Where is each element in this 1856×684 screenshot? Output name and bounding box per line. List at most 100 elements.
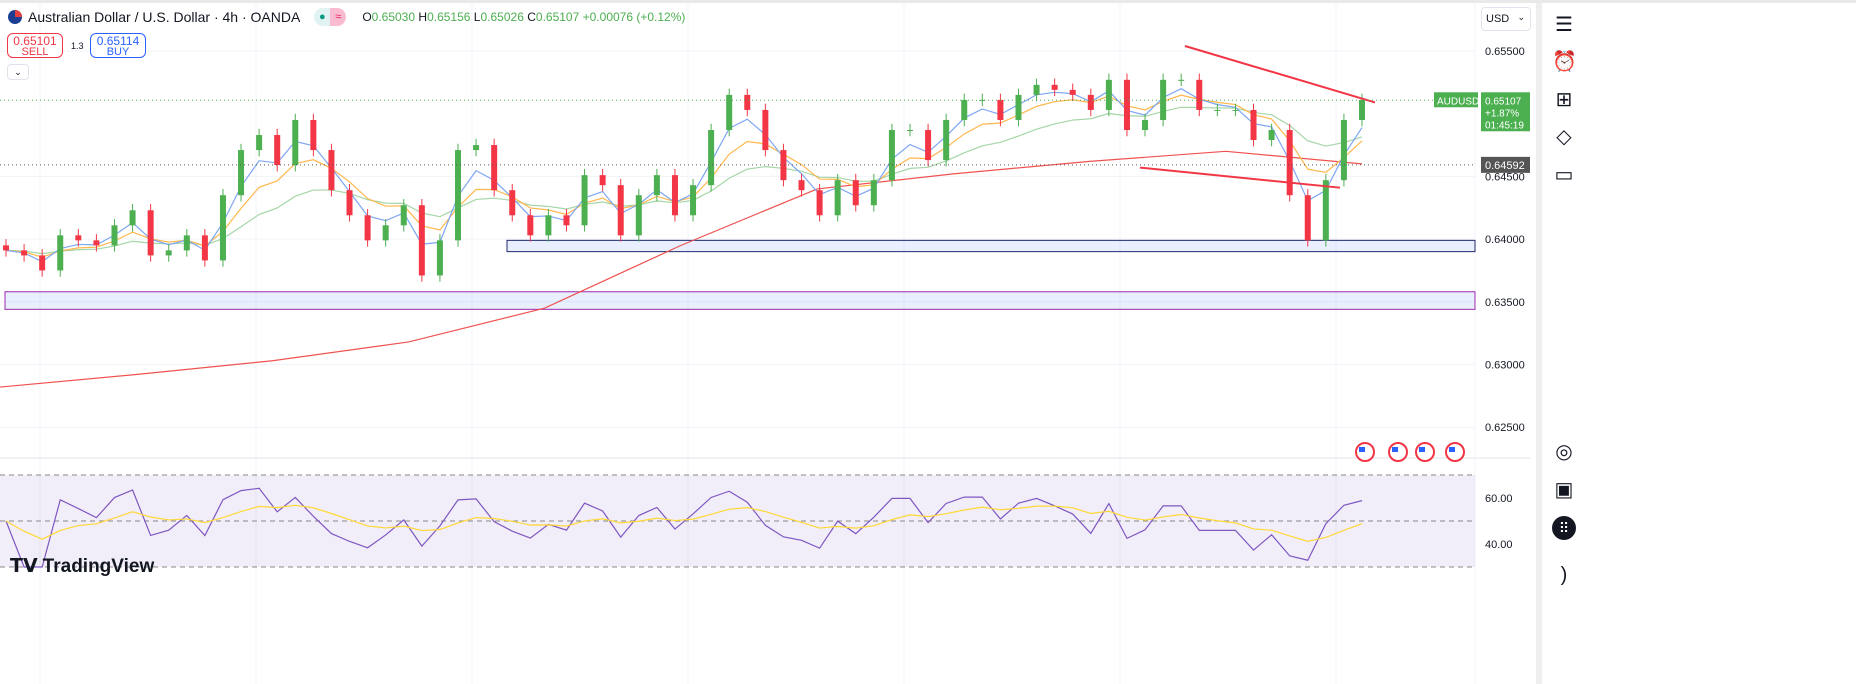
candle-body: [346, 190, 353, 216]
us-flag-canton: [1449, 447, 1455, 452]
candle-body: [183, 235, 190, 251]
calendar-icon[interactable]: ▣: [1554, 479, 1574, 501]
upper-trendline: [1184, 45, 1376, 104]
candle-body: [473, 145, 480, 151]
candle-body: [943, 119, 950, 161]
price-axis-tick: 0.62500: [1485, 422, 1525, 434]
candle-body: [165, 250, 172, 256]
top-border: [0, 0, 1856, 3]
tradingview-logo-icon: 𝗧𝗩: [10, 556, 38, 577]
last-price-label: AUDUSD 0.65107+1.87%01:45:19: [1434, 92, 1530, 132]
candle-body: [1286, 130, 1293, 196]
apps-grid-icon[interactable]: ⠿: [1552, 516, 1576, 540]
us-flag-canton: [1419, 447, 1425, 452]
data-delay-icon: ≈: [330, 8, 347, 26]
candle-body: [509, 190, 516, 216]
candle-body: [617, 185, 624, 236]
candle-body: [852, 180, 859, 206]
candle-body: [1069, 89, 1076, 95]
price-tag-countdown: 01:45:19: [1485, 120, 1524, 131]
right-sidebar: ☰ ⏰ ⊞ ◇ ▭ ◎ ▣ ⠿ ): [1536, 3, 1856, 684]
candle-body: [1015, 94, 1022, 120]
candle-body: [274, 135, 281, 166]
candle-body: [57, 235, 64, 271]
candle-body: [635, 195, 642, 236]
price-axis-tick: 0.64500: [1485, 171, 1525, 183]
candle-body: [1322, 180, 1329, 241]
candle-body: [888, 130, 895, 181]
candle-body: [1160, 79, 1167, 120]
candle-body: [129, 210, 136, 226]
candle-body: [21, 250, 28, 256]
candle-body: [925, 130, 932, 161]
candle-body: [147, 210, 154, 256]
target-icon[interactable]: ◎: [1555, 441, 1573, 463]
candle-body: [816, 190, 823, 216]
ma-fast-line: [5, 87, 1363, 263]
candle-body: [328, 150, 335, 191]
chat-icon[interactable]: ▭: [1554, 164, 1574, 186]
candle-body: [310, 119, 317, 151]
candle-body: [744, 94, 751, 110]
candle-body: [1359, 99, 1365, 120]
candle-body: [690, 185, 697, 216]
price-tag: [1481, 92, 1530, 132]
ma-long-line: [0, 150, 1363, 388]
candle-body: [491, 145, 498, 191]
us-flag-canton: [1392, 447, 1398, 452]
tradingview-logo[interactable]: 𝗧𝗩 TradingView: [10, 555, 155, 578]
ma-mid-line: [5, 94, 1363, 258]
price-tag-change: +1.87%: [1485, 108, 1519, 119]
candle-body: [1123, 79, 1130, 131]
candle-body: [1033, 84, 1040, 95]
watchlist-icon[interactable]: ☰: [1555, 14, 1573, 36]
candle-body: [997, 99, 1004, 120]
candle-body: [961, 99, 968, 120]
rsi-axis-tick: 60.00: [1485, 493, 1513, 505]
candle-body: [1214, 109, 1221, 111]
candle-body: [3, 245, 9, 251]
candle-body: [671, 175, 678, 216]
candle-body: [418, 205, 425, 276]
candle-body: [238, 150, 245, 196]
candle-body: [75, 235, 82, 241]
support-zone: [4, 291, 1476, 310]
price-tag-price: 0.65107: [1485, 96, 1522, 107]
candle-body: [219, 195, 226, 261]
candle-body: [436, 240, 443, 276]
ma-slow-line: [5, 106, 1363, 255]
currency-select[interactable]: USD ⌄: [1481, 7, 1531, 31]
candle-body: [400, 205, 407, 226]
add-object-tree-icon[interactable]: ⊞: [1555, 89, 1573, 111]
candle-body: [1268, 130, 1275, 141]
price-axis-tick: 0.64000: [1485, 234, 1525, 246]
market-open-icon: ●: [314, 8, 331, 26]
candle-body: [1304, 195, 1311, 241]
candle-body: [780, 150, 787, 181]
rsi-axis-tick: 40.00: [1485, 539, 1513, 551]
legend-header: Australian Dollar / U.S. Dollar · 4h · O…: [8, 8, 685, 26]
chevron-down-icon: ⌄: [1517, 12, 1525, 22]
status-pill[interactable]: ● ≈: [314, 8, 347, 26]
candle-body: [581, 175, 588, 226]
candle-body: [111, 225, 118, 246]
candle-body: [1250, 109, 1257, 141]
collapse-legend-button[interactable]: ⌄: [7, 64, 29, 80]
ref-price-tag-text: 0.64592: [1485, 160, 1525, 172]
rsi-ma-line: [5, 504, 1363, 542]
alarm-clock-icon[interactable]: ⏰: [1552, 51, 1577, 73]
rsi-line: [5, 487, 1363, 568]
candle-body: [870, 180, 877, 206]
candle-body: [1087, 94, 1094, 110]
layers-icon[interactable]: ◇: [1556, 126, 1572, 148]
sell-button[interactable]: 0.65101 SELL: [7, 33, 63, 58]
candle-body: [1232, 109, 1239, 111]
lower-trendline: [1139, 166, 1341, 189]
symbol-title[interactable]: Australian Dollar / U.S. Dollar · 4h · O…: [28, 9, 301, 25]
broadcast-icon[interactable]: ): [1560, 564, 1568, 586]
candle-body: [1178, 79, 1185, 81]
price-axis-tick: 0.65500: [1485, 46, 1525, 58]
price-axis-tick: 0.63500: [1485, 297, 1525, 309]
price-chart[interactable]: 0.65500 0.64500 0.64000 0.63500 0.63000 0.625…: [0, 3, 1530, 684]
buy-button[interactable]: 0.65114 BUY: [90, 33, 146, 58]
